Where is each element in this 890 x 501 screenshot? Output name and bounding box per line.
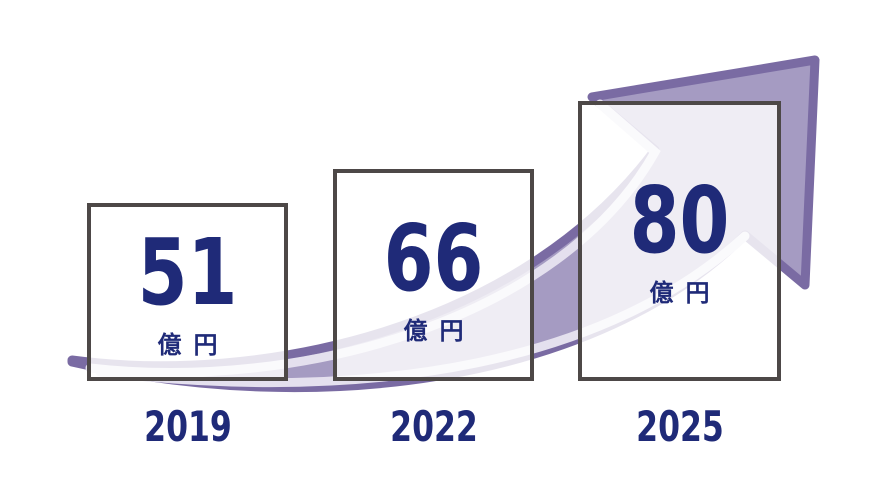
value-box-2019: 51 億円 [87, 203, 288, 381]
value-label: 80 [629, 167, 730, 274]
value-label: 51 [137, 219, 238, 326]
unit-label: 億円 [649, 279, 722, 307]
value-label: 66 [383, 205, 484, 312]
year-label: 2019 [143, 402, 232, 451]
year-label: 2025 [635, 402, 724, 451]
year-label: 2022 [389, 402, 478, 451]
value-box-2025: 80 億円 [578, 101, 781, 381]
unit-label: 億円 [157, 331, 230, 359]
unit-label: 億円 [403, 317, 476, 345]
value-box-2022: 66 億円 [333, 169, 534, 381]
